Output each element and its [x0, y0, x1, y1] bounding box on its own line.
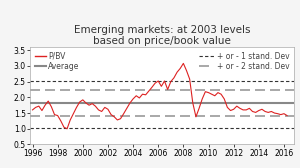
Legend: + or - 1 stand. Dev, + or - 2 stand. Dev: + or - 1 stand. Dev, + or - 2 stand. Dev	[199, 51, 290, 72]
Title: Emerging markets: at 2003 levels
based on price/book value: Emerging markets: at 2003 levels based o…	[74, 25, 250, 46]
